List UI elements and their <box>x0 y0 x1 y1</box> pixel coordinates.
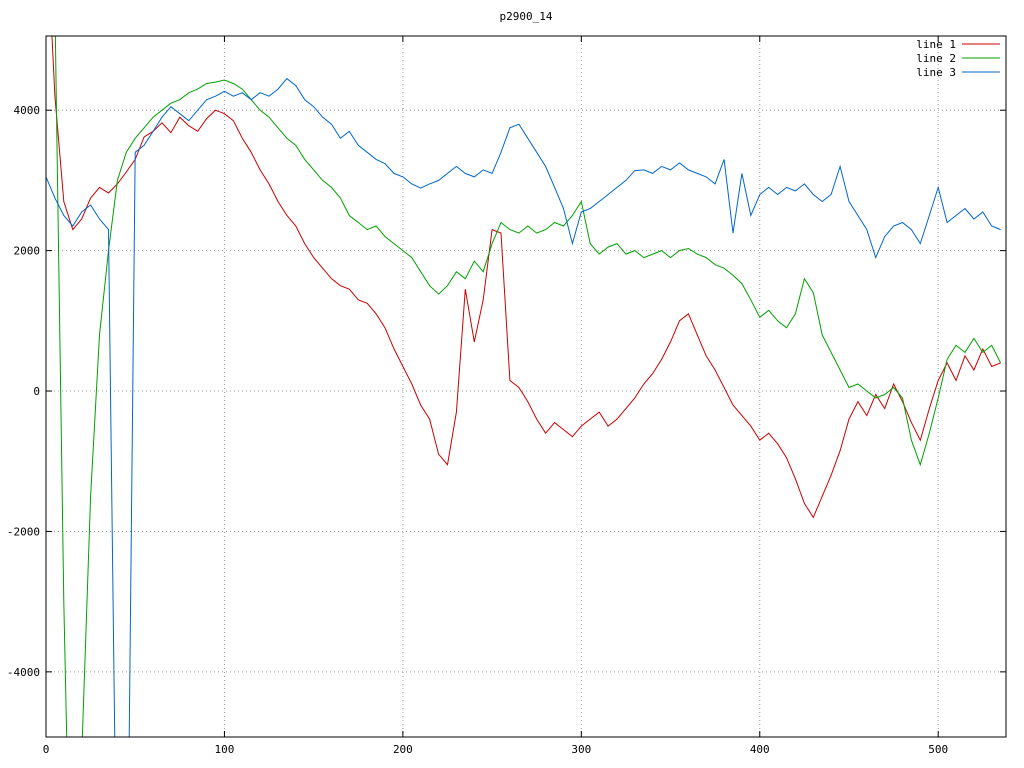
axis-labels: 0 100 200 300 400 500 -4000 -2000 0 2000 4000 <box>7 104 948 756</box>
x-tick-label-300: 300 <box>571 743 591 756</box>
plot-border <box>45 35 1007 738</box>
series-layer <box>46 36 1002 737</box>
legend-label-3: line 3 <box>916 66 956 79</box>
legend-label-1: line 1 <box>916 38 956 51</box>
x-tick-label-500: 500 <box>928 743 948 756</box>
legend-entry-1: line 1 <box>916 38 1000 51</box>
legend-label-2: line 2 <box>916 52 956 65</box>
x-tick-label-0: 0 <box>43 743 50 756</box>
y-tick-label-2000: 2000 <box>14 245 41 258</box>
y-tick-label--4000: -4000 <box>7 666 40 679</box>
y-tick-label-4000: 4000 <box>14 104 41 117</box>
plot-frame <box>45 35 1007 738</box>
series-line-2 <box>54 36 1002 737</box>
series-line-3 <box>46 77 1001 737</box>
x-tick-label-100: 100 <box>215 743 235 756</box>
x-tick-label-200: 200 <box>393 743 413 756</box>
y-tick-label--2000: -2000 <box>7 525 40 538</box>
x-tick-label-400: 400 <box>750 743 770 756</box>
chart-title: p2900_14 <box>500 10 553 23</box>
y-tick-label-0: 0 <box>33 385 40 398</box>
series-line-1 <box>51 36 1001 519</box>
legend-entry-2: line 2 <box>916 52 1000 65</box>
legend-entry-3: line 3 <box>916 66 1000 79</box>
grid-layer <box>46 36 1006 737</box>
